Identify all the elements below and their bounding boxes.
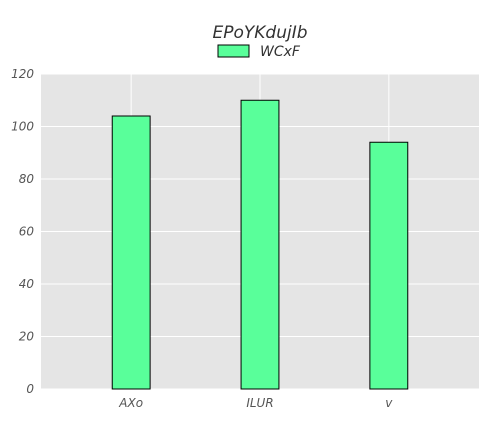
legend: WCxF bbox=[217, 44, 301, 60]
x-tick-label: AXo bbox=[118, 396, 143, 410]
y-tick-label: 60 bbox=[19, 225, 35, 239]
y-tick-label: 120 bbox=[11, 67, 34, 81]
y-tick-label: 80 bbox=[19, 172, 35, 186]
y-tick-label: 100 bbox=[11, 120, 34, 134]
bar-ilur bbox=[240, 99, 280, 390]
legend-swatch-wcxf bbox=[217, 44, 250, 58]
chart-title: EPoYKdujIb bbox=[212, 23, 307, 43]
bar-v bbox=[369, 141, 409, 390]
legend-label-wcxf: WCxF bbox=[260, 44, 301, 60]
x-tick-label: v bbox=[385, 396, 393, 410]
plot-area: 0 20 40 60 80 100 120 AXo ILUR v bbox=[11, 67, 479, 410]
y-tick-label: 0 bbox=[26, 382, 34, 396]
y-tick-label: 20 bbox=[19, 330, 35, 344]
bar-axo bbox=[111, 115, 151, 390]
y-tick-label: 40 bbox=[19, 277, 35, 291]
x-tick-label: ILUR bbox=[246, 396, 273, 410]
